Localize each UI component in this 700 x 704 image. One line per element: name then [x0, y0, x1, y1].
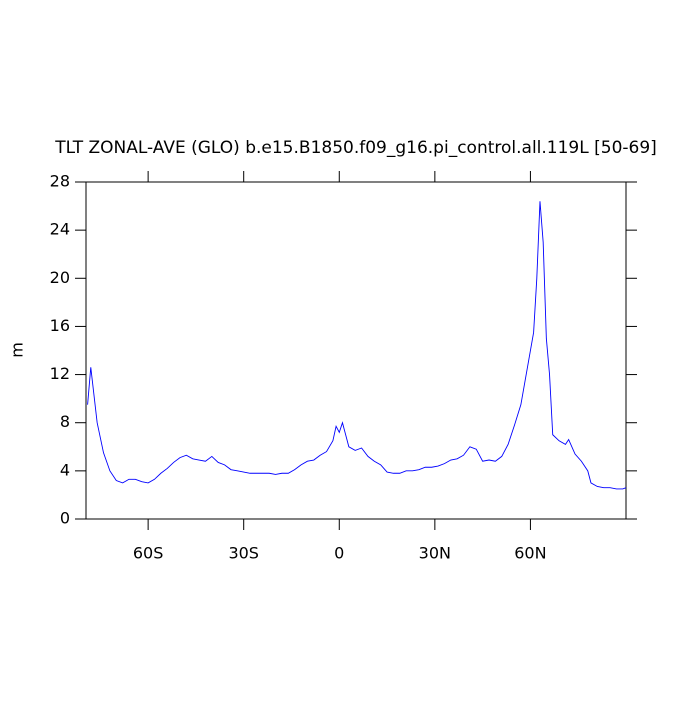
x-tick-label: 0: [334, 544, 344, 563]
x-tick-label: 30N: [419, 544, 451, 563]
y-tick-label: 4: [60, 460, 70, 479]
y-axis-label: m: [8, 342, 27, 358]
x-tick-label: 30S: [228, 544, 259, 563]
y-tick-label: 16: [50, 316, 70, 335]
plot-frame: [85, 181, 627, 520]
y-tick-label: 8: [60, 412, 70, 431]
y-tick-label: 24: [50, 220, 70, 239]
y-tick-label: 0: [60, 509, 70, 528]
y-tick-label: 28: [50, 172, 70, 191]
chart-title: TLT ZONAL-AVE (GLO) b.e15.B1850.f09_g16.…: [54, 138, 657, 158]
y-tick-label: 12: [50, 364, 70, 383]
x-tick-label: 60N: [514, 544, 546, 563]
y-tick-label: 20: [50, 268, 70, 287]
data-line: [87, 201, 627, 490]
x-tick-label: 60S: [133, 544, 164, 563]
